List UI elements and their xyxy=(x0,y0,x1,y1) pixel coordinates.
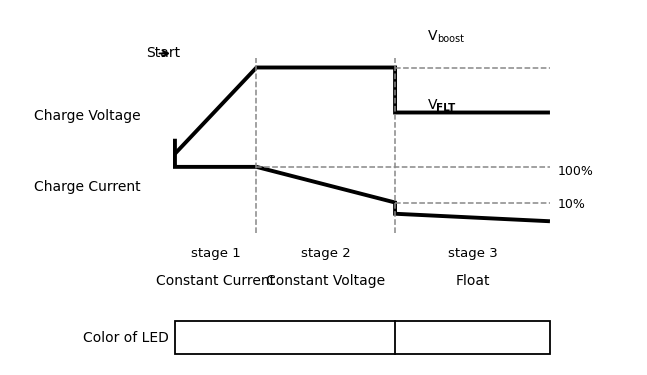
Text: stage 3: stage 3 xyxy=(448,248,498,261)
Text: stage 1: stage 1 xyxy=(191,248,241,261)
Text: Float: Float xyxy=(455,274,490,288)
Text: FLT: FLT xyxy=(436,103,455,113)
Text: Constant Voltage: Constant Voltage xyxy=(266,274,386,288)
Text: boost: boost xyxy=(437,34,464,44)
Text: 10%: 10% xyxy=(558,198,586,211)
Text: Constant Current: Constant Current xyxy=(156,274,275,288)
Text: Red: Red xyxy=(272,330,298,345)
Text: Start: Start xyxy=(146,46,181,60)
Text: Color of LED: Color of LED xyxy=(83,330,168,345)
Text: Charge Voltage: Charge Voltage xyxy=(34,109,140,123)
Text: Green: Green xyxy=(452,330,494,345)
Text: stage 2: stage 2 xyxy=(301,248,351,261)
Text: Charge Current: Charge Current xyxy=(34,180,140,195)
Text: V: V xyxy=(428,98,438,112)
Text: V: V xyxy=(428,28,438,43)
Text: 100%: 100% xyxy=(558,165,593,178)
